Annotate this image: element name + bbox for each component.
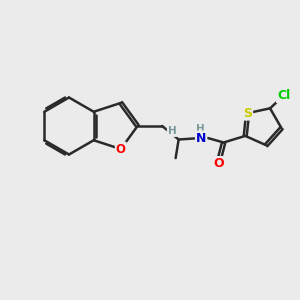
Text: O: O (116, 142, 126, 156)
Text: Cl: Cl (277, 89, 290, 102)
Text: H: H (168, 126, 176, 136)
Text: S: S (243, 106, 252, 120)
Text: H: H (196, 124, 205, 134)
Text: N: N (196, 131, 206, 145)
Text: O: O (213, 157, 224, 170)
